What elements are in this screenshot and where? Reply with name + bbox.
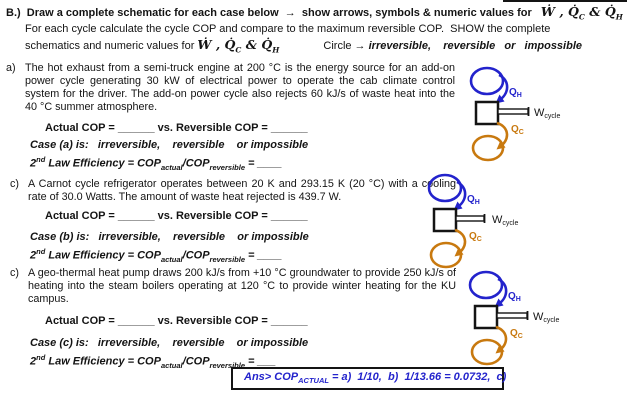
wcycle-label: Wcycle (534, 107, 560, 120)
wcycle-label: Wcycle (533, 311, 559, 324)
case-b-label: c) (10, 178, 19, 190)
efficiency-blank: ____ (257, 157, 283, 170)
actual-cop-blank: ______ (117, 315, 155, 327)
case-b-paragraph: A Carnot cycle refrigerator operates bet… (28, 178, 456, 203)
hot-reservoir-icon (427, 173, 463, 203)
case-c-circle-line: Case (c) is: irreversible, reversible or… (30, 337, 309, 349)
top-border-line (503, 0, 627, 2)
reversible-cop-blank: ______ (270, 210, 308, 222)
qc-label: QC (511, 124, 524, 136)
circle-label: Circle → (323, 40, 369, 52)
case-a-paragraph: The hot exhaust from a semi-truck engine… (25, 62, 455, 113)
qh-label: QH (508, 291, 521, 303)
qh-label: QH (467, 194, 480, 206)
case-a-circle-line: Case (a) is: irreversible, reversible or… (30, 139, 309, 151)
instruction-line-3: schematics and numeric values for Ẇ , Q̇… (25, 37, 583, 55)
qh-label: QH (509, 87, 522, 99)
efficiency-blank: ___ (257, 355, 276, 368)
actual-cop-blank: ______ (117, 210, 155, 222)
math-symbols: Ẇ , Q̇C & Q̇H (197, 37, 280, 55)
instruction-line-1: B.) Draw a complete schematic for each c… (6, 4, 623, 22)
section-b-label: B.) (6, 7, 21, 19)
cold-reservoir-icon (470, 338, 504, 366)
case-b-cop-line: Actual COP = ______ vs. Reversible COP =… (45, 210, 308, 222)
case-c-cop-line: Actual COP = ______ vs. Reversible COP =… (45, 315, 308, 327)
case-a-secondlaw-line: 2nd Law Efficiency = COPactual/COPrevers… (30, 155, 283, 172)
cycle-schematic-a: QH QC Wcycle (469, 66, 560, 162)
cycle-schematic-b: QH QC Wcycle (427, 173, 518, 269)
hot-reservoir-icon (469, 66, 505, 96)
work-arrow-icon (497, 108, 529, 115)
case-c-label: c) (10, 267, 19, 279)
cycle-box-icon (473, 304, 499, 330)
case-c-secondlaw-line: 2nd Law Efficiency = COPactual/COPrevers… (30, 353, 276, 370)
case-c-paragraph: A geo-thermal heat pump draws 200 kJ/s f… (28, 267, 456, 305)
math-symbols: Ẇ , Q̇C & Q̇H (540, 4, 623, 22)
wcycle-label: Wcycle (492, 214, 518, 227)
reversible-cop-blank: ______ (270, 315, 308, 327)
efficiency-blank: ____ (257, 249, 283, 262)
cycle-box-icon (432, 207, 458, 233)
qc-label: QC (510, 328, 523, 340)
answer-text: Ans> COPACTUAL = a) 1/10, b) 1/13.66 = 0… (244, 371, 507, 386)
cold-reservoir-icon (429, 241, 463, 269)
reversible-cop-blank: ______ (270, 122, 308, 134)
answer-box: Ans> COPACTUAL = a) 1/10, b) 1/13.66 = 0… (231, 367, 507, 390)
case-b-circle-line: Case (b) is: irreversible, reversible or… (30, 231, 309, 243)
hot-reservoir-icon (468, 270, 504, 300)
cycle-schematic-c: QH QC Wcycle (468, 270, 559, 366)
cycle-box-icon (474, 100, 500, 126)
case-a-label: a) (6, 62, 16, 74)
work-arrow-icon (496, 312, 528, 319)
work-arrow-icon (455, 215, 485, 222)
qc-label: QC (469, 231, 482, 243)
actual-cop-blank: ______ (117, 122, 155, 134)
instruction-line-2: For each cycle calculate the cycle COP a… (25, 23, 551, 35)
cold-reservoir-icon (471, 134, 505, 162)
circle-options: irreversible, reversible or impossible (368, 40, 583, 52)
case-a-cop-line: Actual COP = ______ vs. Reversible COP =… (45, 122, 308, 134)
case-b-secondlaw-line: 2nd Law Efficiency = COPactual/COPrevers… (30, 247, 283, 264)
